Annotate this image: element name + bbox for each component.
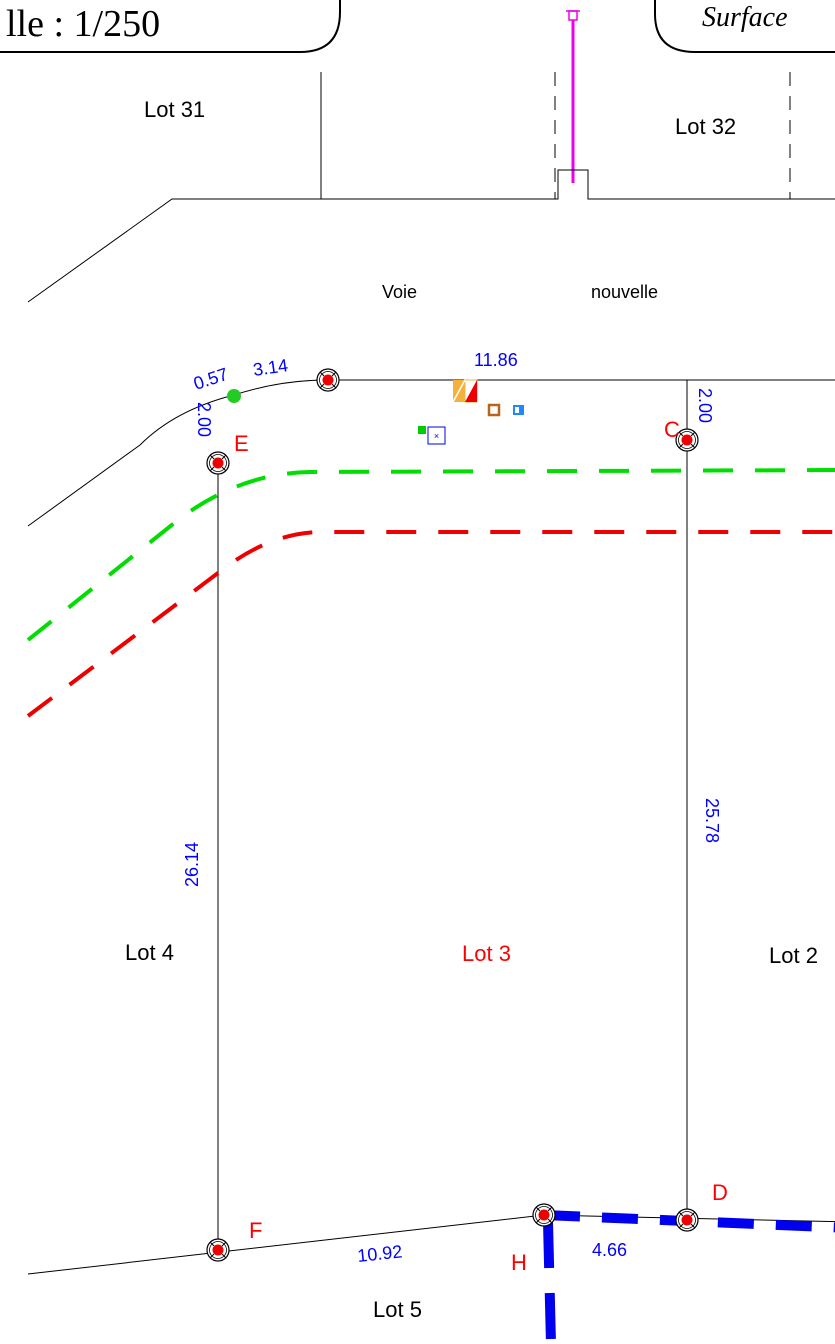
dimension-11-86: 11.86 xyxy=(474,350,518,370)
manhole-icon xyxy=(487,403,501,417)
surface-label: Surface xyxy=(702,2,788,33)
lot-4-label: Lot 4 xyxy=(125,940,174,965)
dimension-4-66: 4.66 xyxy=(592,1240,627,1260)
road-label-voie: Voie xyxy=(382,282,417,302)
survey-marker-icon xyxy=(206,451,230,475)
point-label-e: E xyxy=(234,431,249,456)
survey-marker-icon xyxy=(675,428,699,452)
survey-marker-icon xyxy=(206,1238,230,1262)
street-lamp-icon xyxy=(566,10,580,183)
survey-markers xyxy=(206,368,699,1262)
dimension-25-78: 25.78 xyxy=(702,798,722,843)
hydrant-icon: × xyxy=(418,426,446,445)
utility-box-icon xyxy=(513,405,524,415)
lot-5-label: Lot 5 xyxy=(373,1297,422,1322)
dimension-2-00-left: 2.00 xyxy=(194,402,214,437)
dimension-0-57: 0.57 xyxy=(191,364,231,394)
green-network xyxy=(26,468,835,642)
point-label-h: H xyxy=(511,1250,527,1275)
scale-box: lle : 1/250 xyxy=(0,0,341,53)
lot-2-label: Lot 2 xyxy=(769,943,818,968)
meter-box-icon xyxy=(452,379,478,403)
red-network xyxy=(26,530,835,718)
point-label-c: C xyxy=(664,417,680,442)
blue-network xyxy=(543,1210,835,1344)
upper-lot-lines xyxy=(27,72,835,303)
dimension-10-92: 10.92 xyxy=(356,1241,403,1266)
lot-31-label: Lot 31 xyxy=(144,97,205,122)
surface-box: Surface xyxy=(654,0,835,53)
dimension-2-00-right: 2.00 xyxy=(695,388,715,423)
dimension-26-14: 26.14 xyxy=(182,842,202,887)
scale-label: lle : 1/250 xyxy=(6,3,160,45)
point-label-d: D xyxy=(712,1180,728,1205)
survey-marker-icon xyxy=(316,368,340,392)
lot-32-label: Lot 32 xyxy=(675,114,736,139)
road-label-nouvelle: nouvelle xyxy=(591,282,658,302)
dimension-3-14: 3.14 xyxy=(252,355,289,380)
lot-3-label: Lot 3 xyxy=(462,941,511,966)
survey-marker-icon xyxy=(532,1203,556,1227)
svg-text:×: × xyxy=(434,431,439,441)
green-dot-icon xyxy=(227,389,241,403)
survey-marker-icon xyxy=(675,1208,699,1232)
point-label-f: F xyxy=(249,1218,262,1243)
